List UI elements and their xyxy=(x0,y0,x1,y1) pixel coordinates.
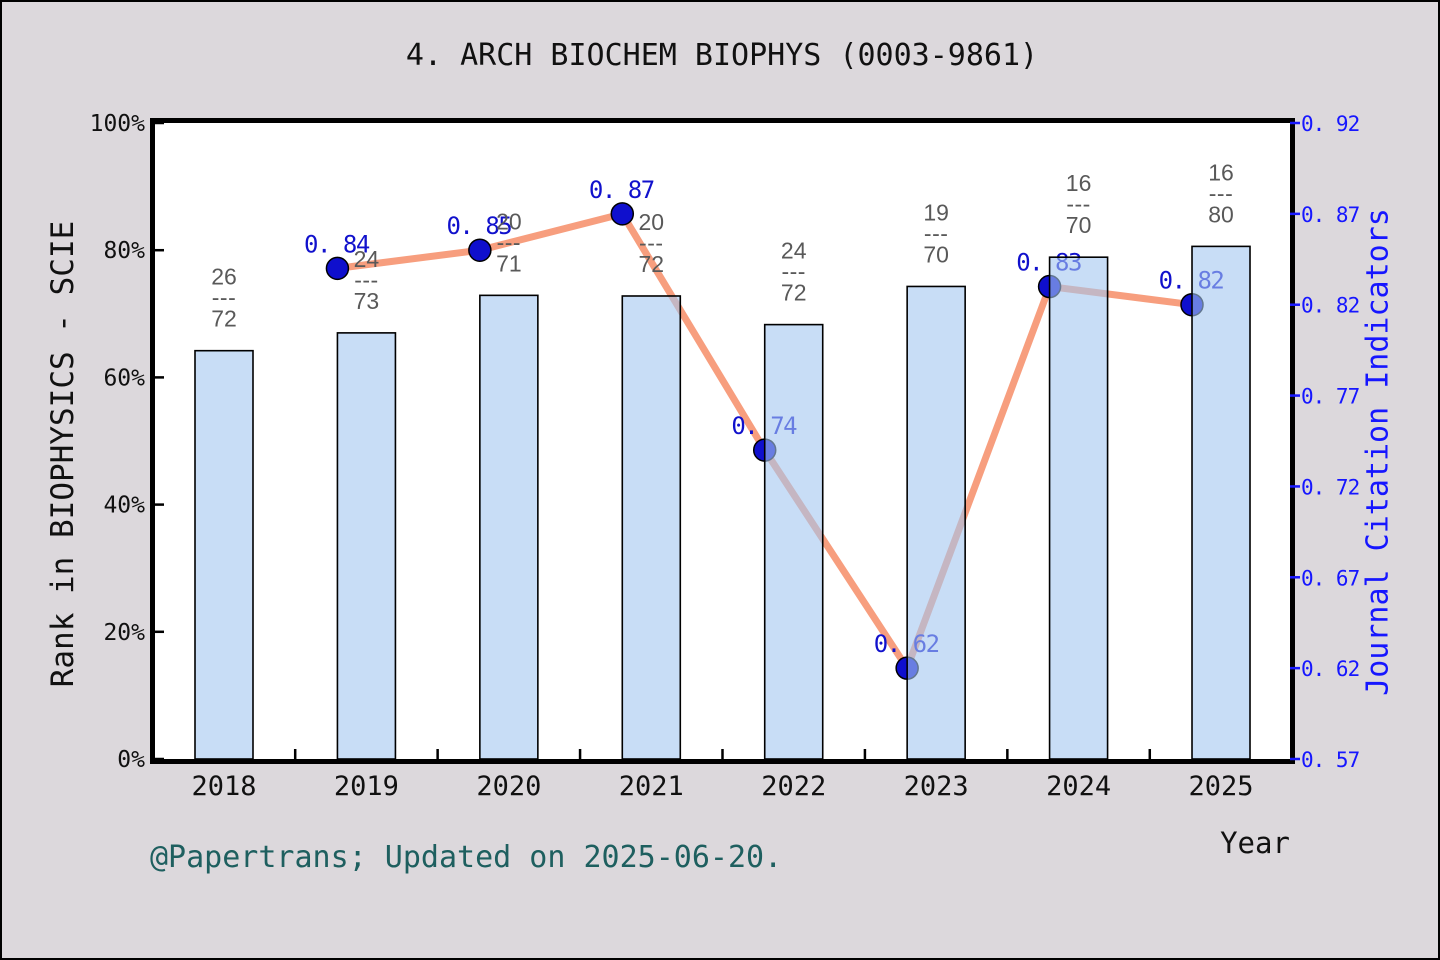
year-tick-label-2024: 2024 xyxy=(1046,771,1111,802)
left-tick-label-80%: 80% xyxy=(103,238,145,264)
left-tick-label-20%: 20% xyxy=(103,620,145,646)
year-tick-label-2020: 2020 xyxy=(476,771,541,802)
x-axis-title: Year xyxy=(1220,826,1290,860)
left-tick-label-100%: 100% xyxy=(90,111,146,137)
right-axis-title: Journal Citation Indicators xyxy=(1360,208,1396,696)
right-tick-label-0.92: 0. 92 xyxy=(1301,112,1359,136)
right-tick-label-0.72: 0. 72 xyxy=(1301,475,1359,499)
left-tick-label-40%: 40% xyxy=(103,493,145,519)
year-tick-label-2022: 2022 xyxy=(761,771,826,802)
right-tick-label-0.57: 0. 57 xyxy=(1301,748,1360,772)
left-axis-title: Rank in BIOPHYSICS - SCIE xyxy=(45,220,81,688)
year-tick-label-2019: 2019 xyxy=(334,771,399,802)
right-tick-label-0.82: 0. 82 xyxy=(1301,294,1359,318)
left-tick-label-0%: 0% xyxy=(117,747,145,773)
plot-area xyxy=(150,118,1295,764)
right-tick-label-0.67: 0. 67 xyxy=(1301,566,1360,590)
year-tick-label-2023: 2023 xyxy=(904,771,969,802)
year-tick-label-2018: 2018 xyxy=(191,771,256,802)
footer-credit: @Papertrans; Updated on 2025-06-20. xyxy=(150,840,783,875)
year-tick-label-2025: 2025 xyxy=(1188,771,1253,802)
right-tick-label-0.62: 0. 62 xyxy=(1301,657,1359,681)
right-tick-label-0.87: 0. 87 xyxy=(1301,203,1360,227)
chart-title: 4. ARCH BIOCHEM BIOPHYS (0003-9861) xyxy=(405,38,1039,73)
left-tick-label-60%: 60% xyxy=(103,365,145,391)
right-tick-label-0.77: 0. 77 xyxy=(1301,385,1360,409)
year-tick-label-2021: 2021 xyxy=(619,771,684,802)
